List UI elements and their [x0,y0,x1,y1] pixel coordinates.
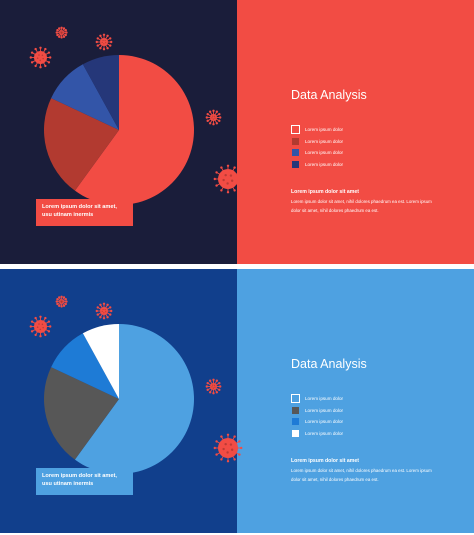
virus-icon [29,315,51,337]
body-text: Lorem ipsum dolor sit amet, nihil dolore… [291,199,432,213]
legend-item: Lorem ipsum dolor [292,405,343,417]
legend-label: Lorem ipsum dolor [305,161,344,167]
virus-icon [205,378,221,394]
legend-label: Lorem ipsum dolor [305,150,344,156]
legend-item: Lorem ipsum dolor [292,147,343,159]
pie-slice-2 [44,367,119,460]
pie-slice-2 [44,98,119,191]
legend-item: Lorem ipsum dolor [292,159,343,171]
pie-slice-4 [82,55,119,130]
pie-chart [44,55,194,205]
slide-2-left-panel: Lorem ipsum dolor sit amet, usu utinam i… [0,269,237,533]
slide-title: Data Analysis [291,88,367,102]
callout-box: Lorem ipsum dolor sit amet, usu utinam i… [36,464,133,495]
legend-label: Lorem ipsum dolor [305,138,344,144]
callout-text: Lorem ipsum dolor sit amet, usu utinam i… [42,473,117,487]
legend-item: Lorem ipsum dolor [291,124,344,136]
legend-swatch [291,126,300,134]
legend-label: Lorem ipsum dolor [305,419,344,425]
legend-item: Lorem ipsum dolor [292,416,343,428]
virus-icon [29,46,51,68]
legend-item: Lorem ipsum dolor [292,136,343,148]
slide-2: Lorem ipsum dolor sit amet, usu utinam i… [0,269,474,533]
body-text: Lorem ipsum dolor sit amet, nihil dolore… [291,468,432,482]
callout-text: Lorem ipsum dolor sit amet, usu utinam i… [42,204,117,218]
pie-chart [44,324,194,474]
legend-label: Lorem ipsum dolor [305,127,344,133]
callout-box: Lorem ipsum dolor sit amet, usu utinam i… [36,195,133,226]
pie-slice-4 [82,324,119,399]
pie-slice-1 [74,55,194,205]
virus-icon [213,433,243,463]
callout-notch [110,195,118,199]
virus-icon [205,109,221,125]
legend-swatch [292,137,299,145]
subheading: Lorem ipsum dolor sit amet [291,189,360,195]
slide-1-right-panel: Data Analysis Lorem ipsum dolor Lorem ip… [213,0,474,264]
virus-icon [55,295,68,308]
legend-label: Lorem ipsum dolor [305,407,344,413]
slide-title: Data Analysis [291,357,367,371]
legend-swatch [292,406,299,414]
legend-swatch [292,429,299,437]
slide-2-right-panel: Data Analysis Lorem ipsum dolor Lorem ip… [213,269,474,533]
legend-item: Lorem ipsum dolor [292,428,343,440]
pie-slice-3 [51,333,119,399]
callout-notch [110,464,118,468]
virus-icon [213,164,243,194]
pie-slice-1 [74,324,194,474]
legend-swatch [292,418,299,426]
legend-item: Lorem ipsum dolor [291,393,344,405]
legend: Lorem ipsum dolor Lorem ipsum dolor Lore… [291,393,344,440]
legend-label: Lorem ipsum dolor [305,430,344,436]
legend: Lorem ipsum dolor Lorem ipsum dolor Lore… [291,124,344,171]
slide-1: Lorem ipsum dolor sit amet, usu utinam i… [0,0,474,264]
legend-swatch [291,395,300,403]
legend-swatch [292,149,299,157]
virus-icon [55,26,68,39]
slide-1-left-panel: Lorem ipsum dolor sit amet, usu utinam i… [0,0,237,264]
virus-icon [95,33,113,51]
legend-swatch [292,160,299,168]
subheading: Lorem ipsum dolor sit amet [291,458,360,464]
legend-label: Lorem ipsum dolor [305,396,344,402]
pie-slice-3 [51,64,119,130]
virus-icon [95,302,113,320]
